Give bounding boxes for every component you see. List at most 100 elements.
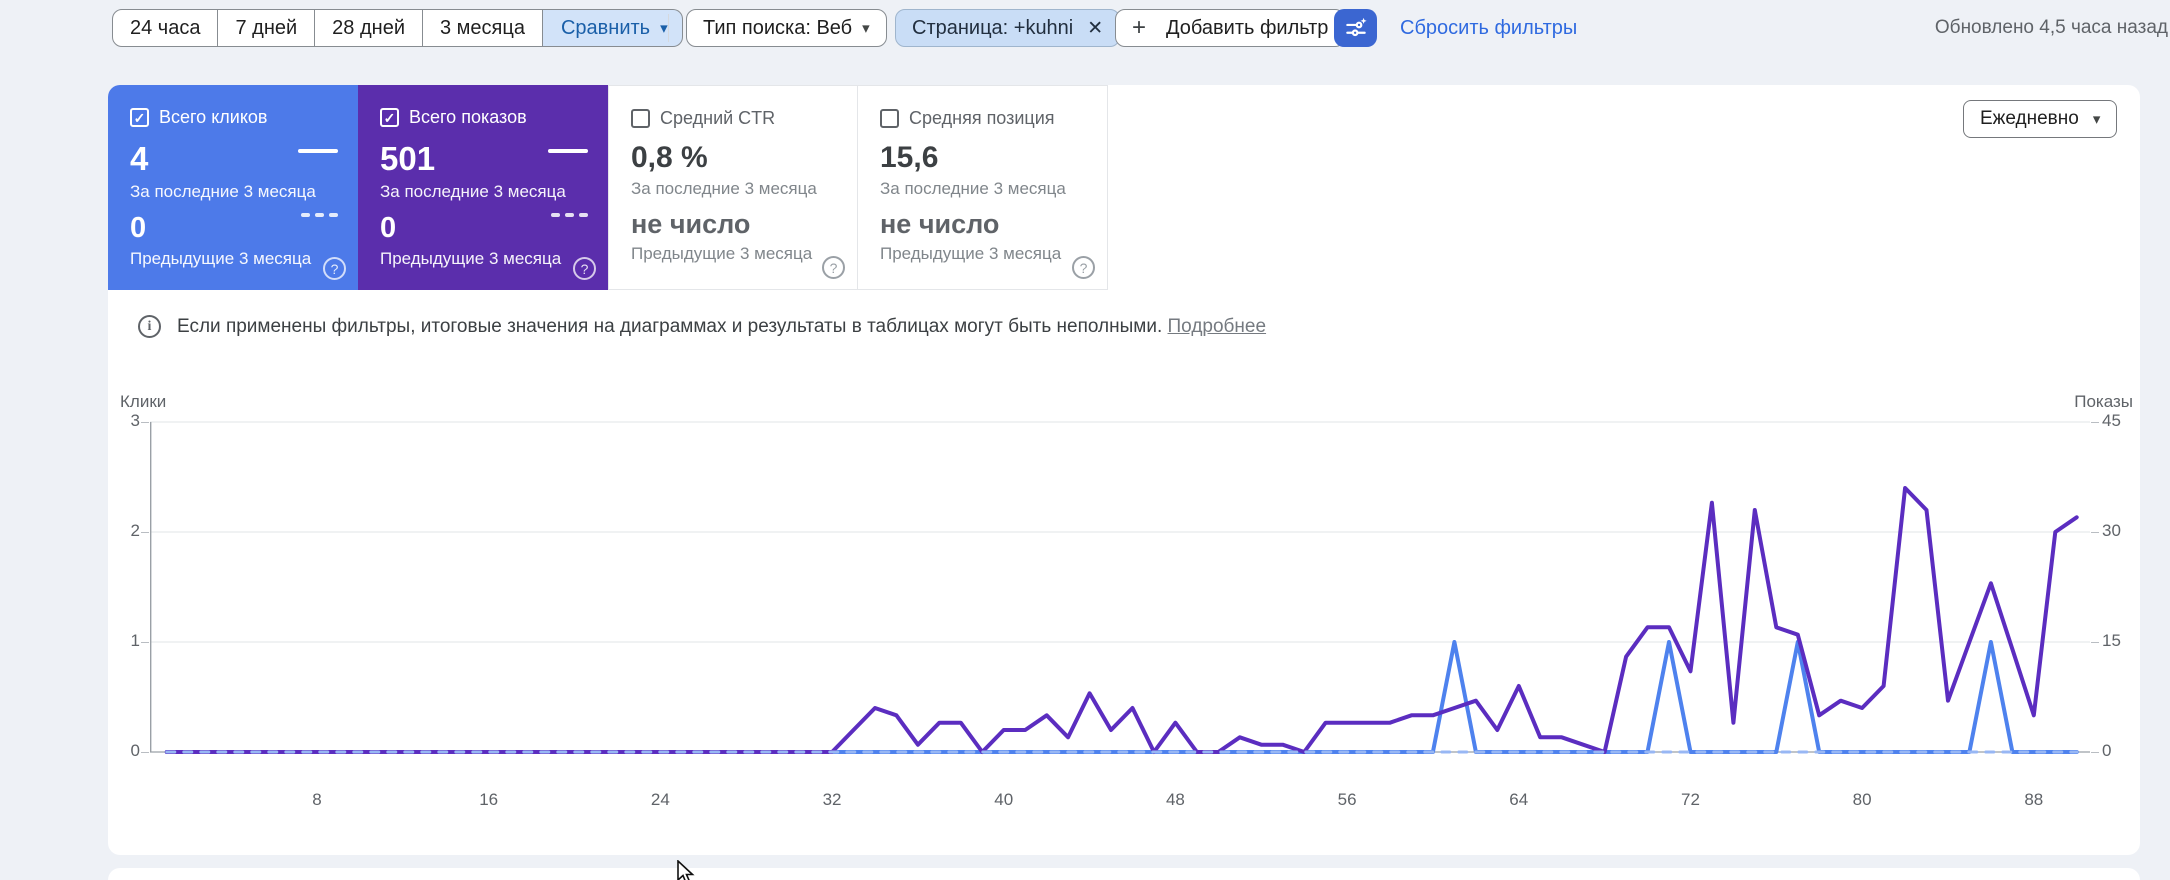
y-axis-tick-stub xyxy=(2091,642,2099,643)
help-icon[interactable]: ? xyxy=(1072,256,1095,279)
total-clicks-checkbox[interactable]: ✓ xyxy=(130,108,149,127)
compare-button[interactable]: Сравнить ▾ xyxy=(542,9,683,47)
chevron-down-icon: ▾ xyxy=(862,19,870,37)
granularity-dropdown[interactable]: Ежедневно ▾ xyxy=(1963,100,2118,138)
average-ctr-checkbox[interactable] xyxy=(631,109,650,128)
next-section-card xyxy=(108,868,2140,880)
reset-filters-link[interactable]: Сбросить фильтры xyxy=(1400,16,1578,39)
close-icon[interactable]: ✕ xyxy=(1087,17,1104,39)
checkmark-icon: ✓ xyxy=(133,109,146,126)
filter-settings-button[interactable] xyxy=(1334,9,1377,47)
y-axis-tick-right: 15 xyxy=(2102,631,2121,650)
help-icon[interactable]: ? xyxy=(573,257,596,280)
chevron-down-icon: ▾ xyxy=(2092,110,2101,128)
x-axis-tick: 80 xyxy=(1852,790,1872,809)
metric-current-caption: За последние 3 месяца xyxy=(631,179,817,198)
performance-chart xyxy=(150,421,2090,754)
metric-current-value: 501 xyxy=(380,140,436,177)
y-axis-tick-left: 3 xyxy=(130,411,140,430)
updated-status: Обновлено 4,5 часа назад xyxy=(1934,17,2168,38)
add-filter-button-label: Добавить фильтр xyxy=(1166,16,1329,39)
total-impressions-checkbox[interactable]: ✓ xyxy=(380,108,399,127)
y-axis-tick-stub xyxy=(2091,532,2099,533)
x-axis-tick: 88 xyxy=(2024,790,2044,809)
metric-previous-caption: Предыдущие 3 месяца xyxy=(380,249,562,268)
y-axis-tick-left: 0 xyxy=(130,741,140,760)
metric-current-value: 4 xyxy=(130,140,149,177)
info-banner-text: Если применены фильтры, итоговые значени… xyxy=(177,315,1163,337)
search-type-filter-label: Тип поиска: Веб xyxy=(703,16,853,39)
range-button-7d[interactable]: 7 дней xyxy=(218,9,316,47)
y-axis-tick-stub xyxy=(2091,752,2099,753)
y-axis-tick-left: 2 xyxy=(130,521,140,540)
clicks-line xyxy=(164,640,2079,754)
metric-label: Средняя позиция xyxy=(909,108,1055,128)
left-axis-title: Клики xyxy=(120,392,167,411)
range-button-24h[interactable]: 24 часа xyxy=(112,9,219,47)
compare-button-label: Сравнить xyxy=(560,16,651,39)
mouse-cursor xyxy=(677,860,695,880)
x-axis-tick: 72 xyxy=(1680,790,1700,809)
current-period-indicator xyxy=(548,149,588,153)
metric-previous-caption: Предыдущие 3 месяца xyxy=(880,244,1062,263)
info-details-link[interactable]: Подробнее xyxy=(1167,315,1267,337)
range-button-28d[interactable]: 28 дней xyxy=(315,9,423,47)
y-axis-tick-left: 1 xyxy=(130,631,140,650)
y-axis-tick-right: 30 xyxy=(2102,521,2121,540)
metric-previous-caption: Предыдущие 3 месяца xyxy=(130,249,312,268)
metric-previous-value: 0 xyxy=(380,212,397,244)
right-axis-title: Показы xyxy=(2074,392,2133,411)
metric-card-total-impressions[interactable]: ✓ Всего показов 501 За последние 3 месяц… xyxy=(358,85,608,290)
x-axis-tick: 48 xyxy=(1165,790,1185,809)
metric-previous-caption: Предыдущие 3 месяца xyxy=(631,244,813,263)
y-axis-tick-stub xyxy=(141,752,149,753)
metric-current-caption: За последние 3 месяца xyxy=(130,182,316,201)
metric-current-caption: За последние 3 месяца xyxy=(880,179,1066,198)
previous-period-indicator xyxy=(551,213,588,217)
x-axis-tick: 56 xyxy=(1337,790,1357,809)
add-filter-button[interactable]: + Добавить фильтр xyxy=(1115,9,1346,47)
impressions-line xyxy=(164,486,2079,754)
x-axis-tick: 40 xyxy=(994,790,1014,809)
previous-period-indicator xyxy=(301,213,338,217)
y-axis-tick-stub xyxy=(141,642,149,643)
search-type-filter[interactable]: Тип поиска: Веб ▾ xyxy=(686,9,887,47)
help-icon[interactable]: ? xyxy=(323,257,346,280)
plus-icon: + xyxy=(1132,14,1147,41)
y-axis-tick-stub xyxy=(141,532,149,533)
metric-card-total-clicks[interactable]: ✓ Всего кликов 4 За последние 3 месяца 0… xyxy=(108,85,358,290)
metric-current-caption: За последние 3 месяца xyxy=(380,182,566,201)
toolbar-divider xyxy=(668,14,669,42)
date-range-segmented-control: 24 часа 7 дней 28 дней 3 месяца Сравнить… xyxy=(112,9,683,47)
tune-sparkle-icon xyxy=(1345,17,1367,37)
x-axis-tick: 64 xyxy=(1509,790,1529,809)
metric-card-average-position[interactable]: Средняя позиция 15,6 За последние 3 меся… xyxy=(858,85,1108,290)
help-icon[interactable]: ? xyxy=(822,256,845,279)
checkmark-icon: ✓ xyxy=(383,109,396,126)
metric-label: Всего показов xyxy=(409,107,527,127)
page-filter-chip[interactable]: Страница: +kuhni ✕ xyxy=(895,9,1121,47)
chevron-down-icon: ▾ xyxy=(660,19,668,37)
performance-report-card: ✓ Всего кликов 4 За последние 3 месяца 0… xyxy=(108,85,2140,855)
y-axis-tick-right: 45 xyxy=(2102,411,2121,430)
metric-label: Всего кликов xyxy=(159,107,268,127)
range-button-3m[interactable]: 3 месяца xyxy=(422,9,543,47)
metric-previous-value: не число xyxy=(880,209,1000,239)
granularity-dropdown-value: Ежедневно xyxy=(1980,108,2079,129)
metric-card-average-ctr[interactable]: Средний CTR 0,8 % За последние 3 месяца … xyxy=(608,85,858,290)
average-position-checkbox[interactable] xyxy=(880,109,899,128)
y-axis-tick-right: 0 xyxy=(2102,741,2112,760)
current-period-indicator xyxy=(298,149,338,153)
metric-previous-value: не число xyxy=(631,209,751,239)
metric-current-value: 0,8 % xyxy=(631,141,708,174)
metric-label: Средний CTR xyxy=(660,108,776,128)
page-filter-chip-label: Страница: +kuhni xyxy=(912,16,1074,39)
x-axis-tick: 32 xyxy=(822,790,842,809)
y-axis-tick-stub xyxy=(2091,422,2099,423)
x-axis-tick: 8 xyxy=(312,790,322,809)
x-axis-tick: 16 xyxy=(479,790,499,809)
metric-cards-row: ✓ Всего кликов 4 За последние 3 месяца 0… xyxy=(108,85,1108,290)
info-icon: i xyxy=(138,315,161,338)
y-axis-tick-stub xyxy=(141,422,149,423)
